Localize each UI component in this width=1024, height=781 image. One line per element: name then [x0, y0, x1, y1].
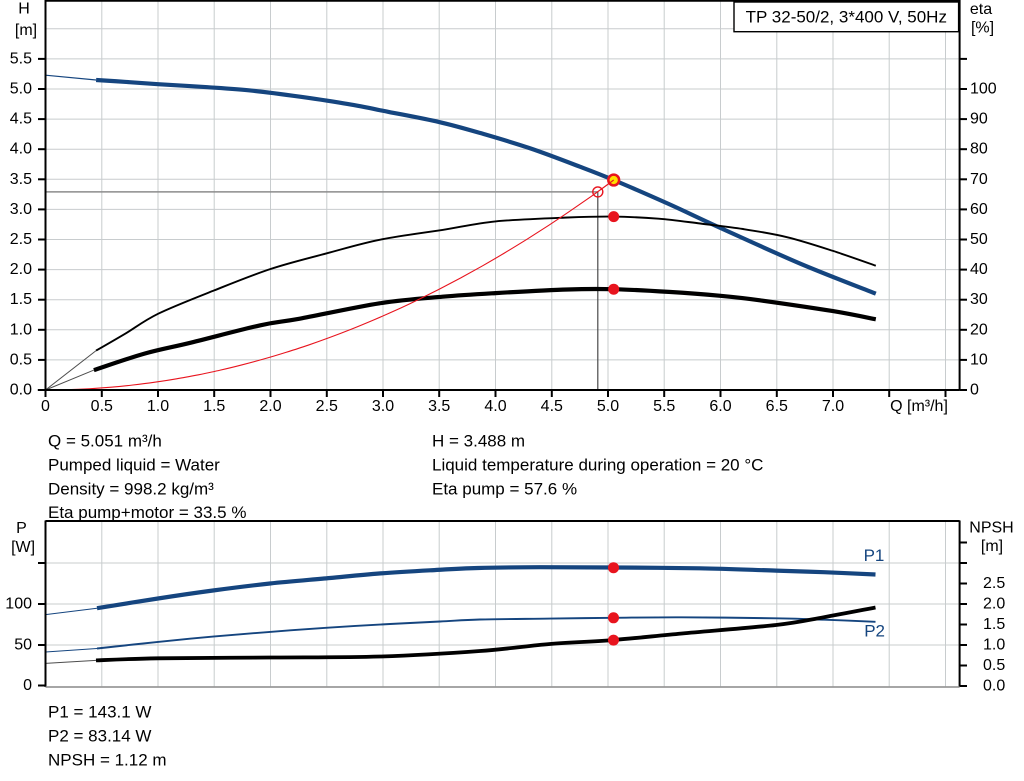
- svg-text:5.5: 5.5: [653, 398, 675, 415]
- svg-text:P2: P2: [864, 622, 885, 641]
- svg-text:1.5: 1.5: [10, 291, 32, 308]
- svg-text:2.0: 2.0: [10, 261, 32, 278]
- svg-text:60: 60: [970, 201, 988, 218]
- svg-text:1.0: 1.0: [147, 398, 169, 415]
- svg-text:1.0: 1.0: [983, 637, 1005, 654]
- svg-text:80: 80: [970, 141, 988, 158]
- svg-text:1.5: 1.5: [983, 616, 1005, 633]
- svg-text:TP 32-50/2, 3*400 V, 50Hz: TP 32-50/2, 3*400 V, 50Hz: [746, 8, 947, 27]
- svg-text:5.5: 5.5: [10, 50, 32, 67]
- svg-text:1.5: 1.5: [203, 398, 225, 415]
- svg-text:Q [m³/h]: Q [m³/h]: [890, 398, 948, 415]
- svg-text:0.0: 0.0: [10, 382, 32, 399]
- svg-text:2.5: 2.5: [316, 398, 338, 415]
- svg-text:3.5: 3.5: [428, 398, 450, 415]
- svg-text:0: 0: [23, 677, 32, 694]
- svg-text:4.5: 4.5: [541, 398, 563, 415]
- svg-text:P2 = 83.14 W: P2 = 83.14 W: [48, 727, 151, 746]
- svg-text:6.0: 6.0: [709, 398, 731, 415]
- svg-text:P1: P1: [864, 546, 885, 565]
- svg-text:5.0: 5.0: [10, 81, 32, 98]
- svg-text:4.0: 4.0: [484, 398, 506, 415]
- svg-text:2.0: 2.0: [983, 596, 1005, 613]
- svg-text:100: 100: [970, 81, 997, 98]
- svg-text:H: H: [18, 1, 30, 18]
- svg-text:20: 20: [970, 321, 988, 338]
- svg-text:Density = 998.2 kg/m³: Density = 998.2 kg/m³: [48, 480, 214, 499]
- svg-text:90: 90: [970, 111, 988, 128]
- svg-text:50: 50: [970, 231, 988, 248]
- svg-text:0: 0: [41, 398, 50, 415]
- svg-text:NPSH: NPSH: [969, 520, 1013, 537]
- svg-text:4.0: 4.0: [10, 141, 32, 158]
- svg-text:3.0: 3.0: [372, 398, 394, 415]
- svg-text:70: 70: [970, 171, 988, 188]
- svg-text:Eta pump = 57.6 %: Eta pump = 57.6 %: [432, 480, 577, 499]
- svg-text:6.5: 6.5: [766, 398, 788, 415]
- svg-text:P1 = 143.1 W: P1 = 143.1 W: [48, 703, 151, 722]
- svg-text:10: 10: [970, 351, 988, 368]
- svg-text:0.5: 0.5: [10, 351, 32, 368]
- svg-text:Liquid temperature during oper: Liquid temperature during operation = 20…: [432, 456, 763, 475]
- svg-text:[m]: [m]: [981, 538, 1003, 555]
- svg-text:5.0: 5.0: [597, 398, 619, 415]
- svg-text:2.5: 2.5: [983, 575, 1005, 592]
- svg-text:P: P: [16, 520, 27, 537]
- svg-text:Q = 5.051 m³/h: Q = 5.051 m³/h: [48, 432, 162, 451]
- svg-text:H = 3.488 m: H = 3.488 m: [432, 432, 525, 451]
- svg-text:1.0: 1.0: [10, 321, 32, 338]
- svg-text:2.0: 2.0: [259, 398, 281, 415]
- svg-text:Eta pump+motor = 33.5 %: Eta pump+motor = 33.5 %: [48, 503, 246, 522]
- svg-text:4.5: 4.5: [10, 111, 32, 128]
- svg-text:eta: eta: [970, 1, 992, 18]
- svg-text:Pumped liquid = Water: Pumped liquid = Water: [48, 456, 220, 475]
- svg-text:30: 30: [970, 291, 988, 308]
- svg-text:3.5: 3.5: [10, 171, 32, 188]
- svg-text:40: 40: [970, 261, 988, 278]
- svg-text:2.5: 2.5: [10, 231, 32, 248]
- svg-text:7.0: 7.0: [822, 398, 844, 415]
- svg-text:3.0: 3.0: [10, 201, 32, 218]
- svg-text:[%]: [%]: [971, 20, 994, 37]
- svg-text:0.0: 0.0: [983, 678, 1005, 695]
- svg-text:50: 50: [14, 637, 32, 654]
- svg-text:[m]: [m]: [15, 22, 37, 39]
- svg-text:NPSH = 1.12 m: NPSH = 1.12 m: [48, 751, 167, 770]
- svg-text:0: 0: [970, 382, 979, 399]
- svg-text:0.5: 0.5: [983, 657, 1005, 674]
- svg-text:100: 100: [5, 596, 32, 613]
- svg-text:0.5: 0.5: [91, 398, 113, 415]
- svg-text:[W]: [W]: [11, 539, 35, 556]
